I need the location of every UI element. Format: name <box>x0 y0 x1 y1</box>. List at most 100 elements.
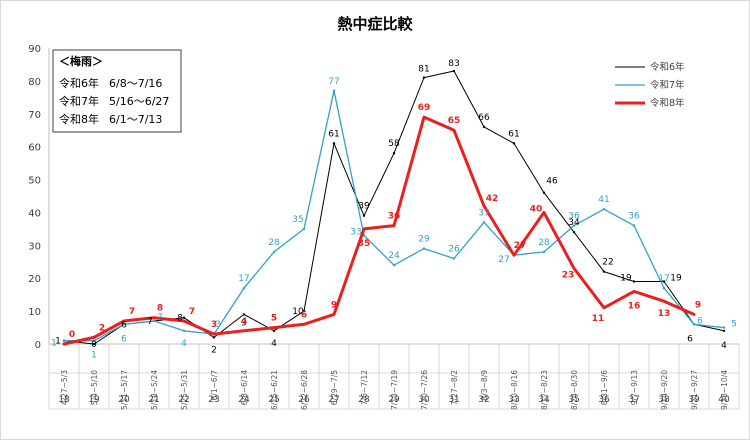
data-point-r7 <box>662 286 666 290</box>
data-label-r6: 4 <box>271 339 277 349</box>
data-point-r6 <box>662 280 666 283</box>
x-category-label: 9/7~9/13 <box>630 370 639 405</box>
x-week-label: 34 <box>538 395 550 405</box>
data-label-r6: 8 <box>177 314 183 324</box>
data-label-r7: 28 <box>538 238 550 248</box>
data-point-r8 <box>62 342 66 346</box>
data-label-r7: 28 <box>268 238 280 248</box>
data-label-r6: 58 <box>388 139 400 149</box>
data-point-r8 <box>92 336 96 339</box>
data-label-r6: 81 <box>418 65 429 75</box>
data-point-r6 <box>602 270 606 273</box>
y-tick-label: 50 <box>28 176 41 187</box>
data-label-r8: 9 <box>695 300 701 310</box>
data-point-r8 <box>482 204 486 208</box>
data-point-r6 <box>272 329 276 333</box>
data-label-r7: 1 <box>91 351 97 361</box>
data-point-r7 <box>572 224 576 227</box>
x-category-label: 8/31~9/6 <box>600 370 609 405</box>
data-label-r8: 69 <box>418 103 431 113</box>
x-week-label: 37 <box>628 395 639 405</box>
data-point-r8 <box>542 211 546 214</box>
data-label-r8: 65 <box>448 116 461 126</box>
x-category-label: 7/13~7/19 <box>390 370 399 410</box>
rainy-row-period: 6/8～7/16 <box>109 77 162 90</box>
data-label-r8: 36 <box>388 212 401 222</box>
data-point-r6 <box>332 142 336 145</box>
x-week-label: 31 <box>448 395 459 405</box>
legend-label-r6: 令和6年 <box>650 61 685 73</box>
data-point-r6 <box>512 142 516 145</box>
data-label-r8: 9 <box>331 300 337 310</box>
data-label-r7: 35 <box>292 215 303 225</box>
data-label-r6: 83 <box>448 59 459 69</box>
x-category-label: 6/22~6/28 <box>300 370 309 410</box>
data-point-r6 <box>242 313 246 316</box>
y-tick-label: 20 <box>28 274 41 285</box>
x-week-label: 33 <box>508 395 519 405</box>
data-label-r8: 4 <box>241 317 247 327</box>
y-tick-label: 0 <box>35 340 41 351</box>
data-point-r7 <box>92 339 96 342</box>
y-tick-label: 70 <box>28 110 41 121</box>
data-label-r8: 42 <box>486 194 499 204</box>
data-label-r7: 41 <box>598 195 609 205</box>
legend-label-r8: 令和8年 <box>650 97 685 109</box>
x-week-label: 28 <box>358 395 370 405</box>
legend: 令和6年 令和7年 令和8年 <box>615 61 685 109</box>
x-week-label: 25 <box>268 395 279 405</box>
data-point-r6 <box>422 76 426 79</box>
x-week-label: 27 <box>328 395 339 405</box>
data-point-r8 <box>302 323 306 326</box>
y-tick-label: 10 <box>28 307 41 318</box>
data-label-r7: 1 <box>51 339 57 349</box>
data-label-r6: 61 <box>508 129 519 139</box>
data-label-r8: 8 <box>157 304 163 314</box>
data-point-r7 <box>632 224 636 227</box>
data-label-r8: 5 <box>271 314 277 324</box>
rainy-row-period: 5/16～6/27 <box>109 95 169 108</box>
data-label-r7: 37 <box>478 208 489 218</box>
data-point-r8 <box>242 329 246 333</box>
data-label-r7: 36 <box>568 212 580 222</box>
data-point-r7 <box>152 319 156 323</box>
data-point-r8 <box>662 300 666 303</box>
data-label-r7: 6 <box>121 334 127 344</box>
y-tick-label: 90 <box>28 44 41 55</box>
x-week-label: 18 <box>58 395 70 405</box>
data-label-r6: 39 <box>358 202 370 212</box>
legend-label-r7: 令和7年 <box>650 79 685 91</box>
x-week-label: 21 <box>148 395 159 405</box>
data-point-r6 <box>722 329 726 333</box>
x-week-label: 32 <box>478 395 489 405</box>
x-category-label: 5/4~5/10 <box>90 370 99 405</box>
data-label-r6: 2 <box>211 345 217 355</box>
x-category-label: 8/10~8/16 <box>510 370 519 410</box>
y-tick-label: 40 <box>28 208 41 219</box>
rainy-season-heading: ＜梅雨＞ <box>59 54 103 68</box>
y-tick-label: 60 <box>28 143 41 154</box>
data-label-r6: 19 <box>620 274 632 284</box>
y-tick-label: 80 <box>28 77 41 88</box>
data-label-r6: 10 <box>292 307 304 317</box>
data-point-r7 <box>242 286 246 290</box>
data-point-r7 <box>722 326 726 329</box>
data-label-r7: 24 <box>388 251 400 261</box>
data-label-r7: 36 <box>628 212 640 222</box>
chart-title: 熱中症比較 <box>337 15 413 33</box>
data-label-r7: 17 <box>238 274 249 284</box>
data-label-r7: 3 <box>215 320 221 330</box>
x-category-label: 7/6~7/12 <box>360 370 369 405</box>
data-label-r8: 6 <box>301 310 307 320</box>
x-category-label: 9/14~9/20 <box>660 370 669 410</box>
data-point-r6 <box>542 191 546 194</box>
x-category-label: 6/15~6/21 <box>270 370 279 410</box>
rainy-row-year: 令和8年 <box>59 112 99 126</box>
data-point-r7 <box>542 250 546 254</box>
data-label-r6: 1 <box>55 337 61 347</box>
x-category-label: 5/11~5/17 <box>120 370 129 410</box>
data-label-r7: 6 <box>697 316 703 326</box>
series-line-r8 <box>62 115 696 346</box>
x-category-label: 8/17~8/23 <box>540 370 549 410</box>
